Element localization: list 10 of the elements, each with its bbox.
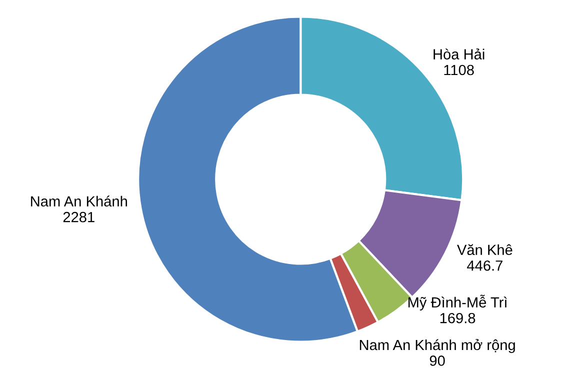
data-label: 90 <box>430 356 445 366</box>
slice-label: Văn Khê <box>457 244 512 256</box>
data-label: 446.7 <box>467 260 502 271</box>
slice-label: Nam An Khánh <box>31 196 127 207</box>
slice-label: Mỹ Đình-Mễ Trì <box>408 294 507 310</box>
data-label: 169.8 <box>440 312 476 324</box>
data-label: 2281 <box>63 212 94 222</box>
slice-label: Hòa Hải <box>434 48 484 60</box>
data-label: 1108 <box>444 64 474 76</box>
slice-label: Nam An Khánh mở rộng <box>360 339 515 354</box>
